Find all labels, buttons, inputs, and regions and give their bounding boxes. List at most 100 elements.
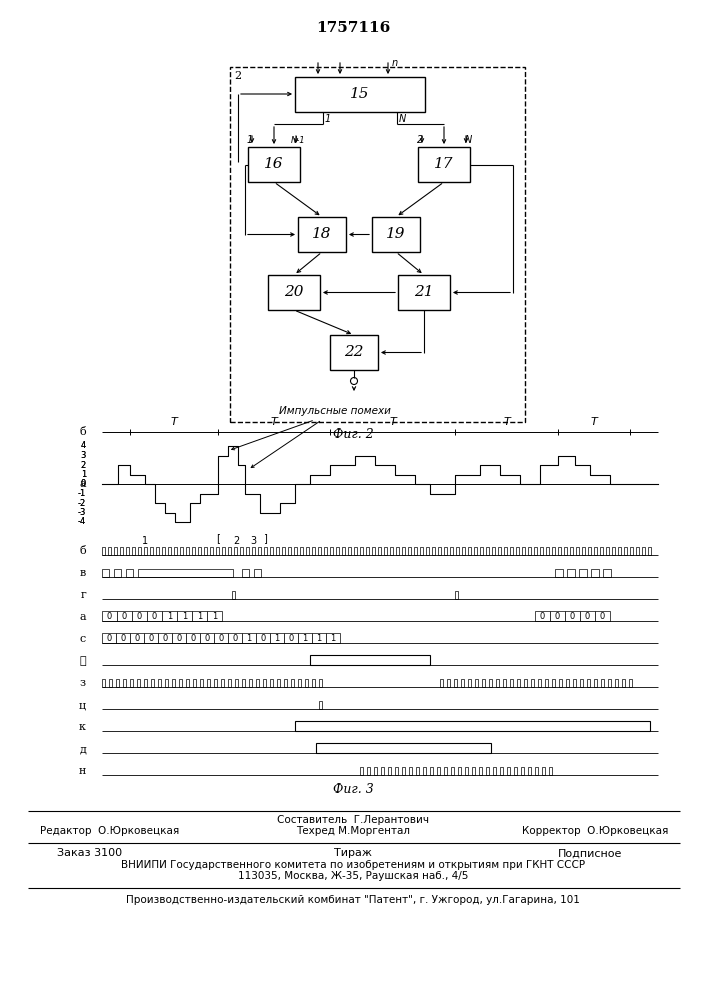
Text: 0: 0 (152, 612, 157, 621)
Bar (318, 547, 321, 555)
Text: Импульсные помехи: Импульсные помехи (279, 406, 391, 416)
Bar (542, 767, 545, 775)
Text: 1: 1 (212, 612, 217, 621)
Bar (559, 679, 562, 687)
Bar (186, 633, 200, 643)
Bar (144, 633, 158, 643)
Bar (580, 679, 583, 687)
Bar (642, 547, 645, 555)
Bar (496, 679, 499, 687)
Text: 1: 1 (182, 612, 187, 621)
Bar (510, 679, 513, 687)
Bar (200, 633, 214, 643)
Bar (420, 547, 423, 555)
Bar (595, 611, 610, 621)
Bar (549, 767, 552, 775)
Text: 0: 0 (555, 612, 560, 621)
Text: 1: 1 (81, 470, 86, 479)
Bar (618, 547, 621, 555)
Text: ★: ★ (79, 656, 86, 666)
Bar (528, 547, 531, 555)
Bar (330, 547, 333, 555)
Bar (158, 679, 161, 687)
Bar (232, 591, 235, 599)
Bar (116, 633, 130, 643)
Bar (312, 547, 315, 555)
Bar (258, 547, 261, 555)
Text: Фиг. 3: Фиг. 3 (332, 783, 373, 796)
Bar (591, 569, 599, 577)
Bar (587, 679, 590, 687)
Bar (102, 679, 105, 687)
Bar (468, 547, 471, 555)
Bar (109, 679, 112, 687)
Bar (636, 547, 639, 555)
Bar (608, 679, 611, 687)
Bar (388, 767, 391, 775)
Bar (126, 569, 133, 577)
Bar (210, 547, 213, 555)
Text: 1: 1 (247, 135, 253, 145)
Text: н: н (78, 766, 86, 776)
Bar (312, 633, 326, 643)
Text: 1757116: 1757116 (316, 21, 390, 35)
Bar (372, 217, 420, 252)
Text: -2: -2 (78, 498, 86, 508)
Text: 0: 0 (190, 634, 196, 643)
Bar (186, 547, 189, 555)
Bar (360, 547, 363, 555)
Bar (242, 633, 256, 643)
Text: 0: 0 (204, 634, 209, 643)
Bar (576, 547, 579, 555)
Bar (489, 679, 492, 687)
Bar (144, 679, 147, 687)
Bar (158, 633, 172, 643)
Bar (300, 547, 303, 555)
Bar (486, 547, 489, 555)
Bar (432, 547, 435, 555)
Bar (558, 547, 561, 555)
Bar (306, 547, 309, 555)
Bar (500, 767, 503, 775)
Text: 1: 1 (330, 634, 336, 643)
Text: в: в (80, 568, 86, 578)
Bar (108, 547, 111, 555)
Text: -4: -4 (78, 518, 86, 526)
Bar (198, 547, 201, 555)
Text: б: б (79, 546, 86, 556)
Bar (538, 679, 541, 687)
Text: -1: -1 (78, 489, 86, 498)
Bar (319, 679, 322, 687)
Bar (132, 611, 147, 621)
Text: T: T (389, 417, 396, 427)
Bar (348, 547, 351, 555)
Bar (456, 547, 459, 555)
Bar (222, 547, 225, 555)
Bar (298, 633, 312, 643)
Bar (535, 767, 538, 775)
Text: 0: 0 (134, 634, 139, 643)
Bar (524, 679, 527, 687)
Text: 4: 4 (81, 442, 86, 450)
Bar (451, 767, 454, 775)
Bar (246, 547, 249, 555)
Text: -4: -4 (78, 518, 86, 526)
Bar (374, 767, 377, 775)
Text: 0: 0 (233, 634, 238, 643)
Bar (172, 633, 186, 643)
Bar (228, 679, 231, 687)
Bar (207, 679, 210, 687)
Text: 1: 1 (274, 634, 280, 643)
Bar (566, 679, 569, 687)
Bar (192, 547, 195, 555)
Bar (242, 569, 249, 577)
Bar (180, 547, 183, 555)
Text: 0: 0 (81, 480, 86, 488)
Bar (482, 679, 485, 687)
Text: ц: ц (79, 700, 86, 710)
Text: T: T (590, 417, 597, 427)
Bar (462, 547, 465, 555)
Text: 2: 2 (417, 135, 423, 145)
Text: -3: -3 (78, 508, 86, 517)
Bar (629, 679, 632, 687)
